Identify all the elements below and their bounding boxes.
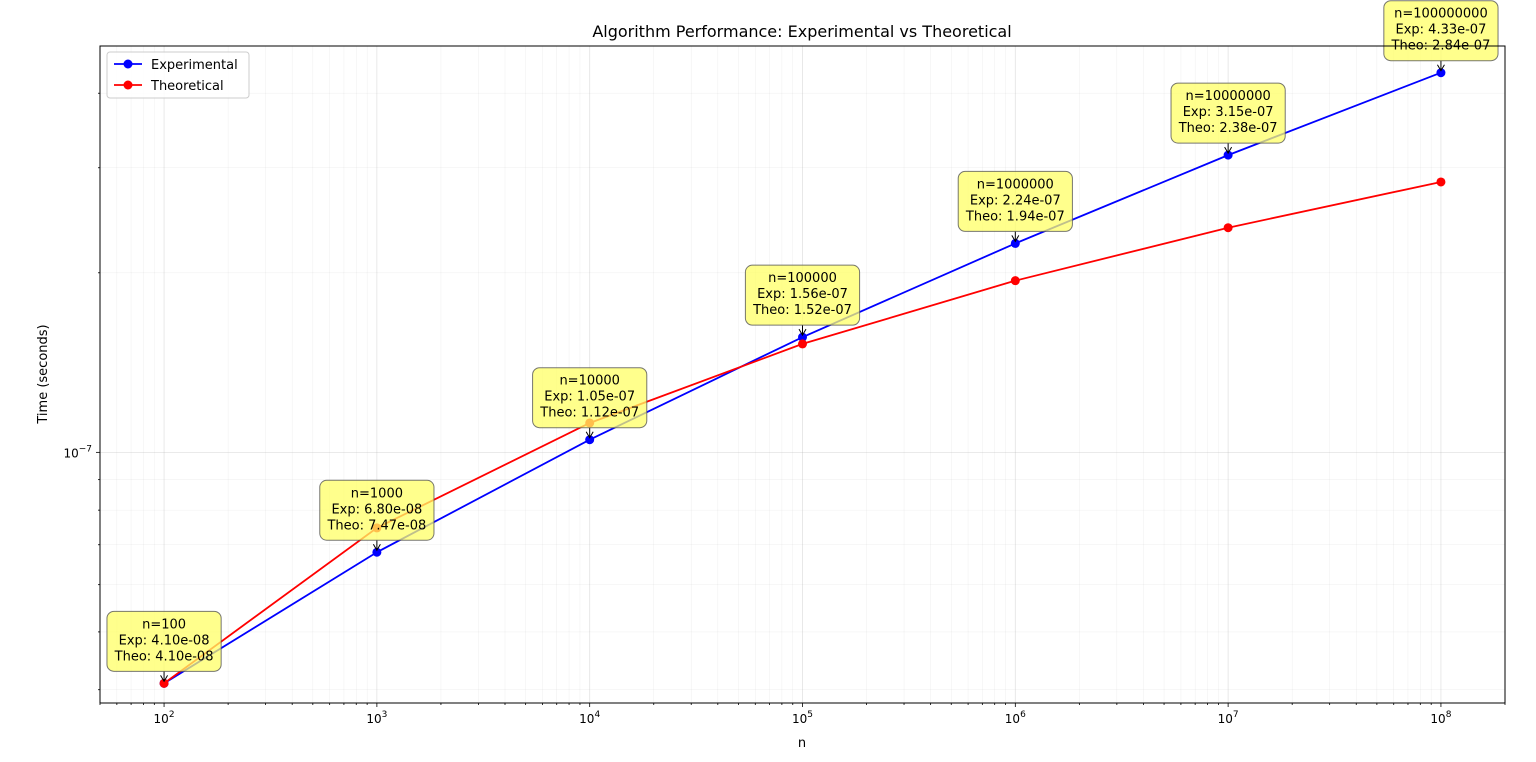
annotation-text: Theo: 1.12e-07 [539, 406, 639, 421]
legend-label: Experimental [151, 58, 238, 73]
annotation-text: n=100 [142, 617, 186, 632]
x-tick-label: 106 [1005, 710, 1026, 726]
data-point [1010, 238, 1020, 248]
annotation-arrowhead [585, 431, 594, 439]
annotation-text: Exp: 1.56e-07 [757, 287, 848, 302]
data-point [372, 547, 382, 557]
data-point [1223, 150, 1233, 160]
legend-label: Theoretical [150, 79, 224, 94]
data-point [159, 678, 169, 688]
annotation-text: n=10000 [559, 374, 620, 389]
data-point [798, 332, 807, 342]
annotation-text: Theo: 7.47e-08 [326, 518, 426, 533]
x-axis-label: n [798, 736, 806, 751]
legend-marker [123, 80, 133, 90]
grid [99, 46, 1506, 703]
legend: Experimental Theoretical [106, 51, 250, 99]
annotation-text: Theo: 4.10e-08 [114, 649, 214, 664]
annotation-text: Theo: 2.38e-07 [1178, 121, 1278, 136]
annotation-box [532, 367, 648, 429]
annotation-text: n=1000000 [977, 177, 1054, 192]
annotation-box [106, 610, 222, 672]
ticks: 102 103 104 105 106 107 108 10−7 [63, 92, 1506, 726]
annotation-text: Exp: 4.33e-07 [1396, 23, 1487, 38]
annotation-text: Exp: 1.05e-07 [544, 390, 635, 405]
annotation-arrowhead [1224, 146, 1233, 155]
legend-marker [123, 59, 133, 69]
annotation-box [319, 479, 435, 541]
legend-entry-theoretical: Theoretical [114, 79, 224, 94]
annotation-text: n=100000000 [1394, 7, 1488, 22]
annotation-text: Exp: 2.24e-07 [970, 193, 1061, 208]
y-axis-label: Time (seconds) [36, 324, 51, 424]
annotation-text: Exp: 6.80e-08 [331, 502, 422, 517]
annotation-arrowhead [160, 675, 168, 683]
annotation-text: Theo: 1.94e-07 [965, 209, 1065, 224]
annotation-box [957, 170, 1073, 232]
annotation-text: Exp: 3.15e-07 [1183, 105, 1274, 120]
annotation-text: n=10000000 [1185, 89, 1270, 104]
x-tick-label: 107 [1218, 710, 1239, 726]
data-point [1436, 177, 1446, 187]
legend-frame [106, 51, 250, 99]
x-tick-label: 105 [792, 710, 813, 726]
annotation-arrowhead [1437, 64, 1445, 72]
data-point [1223, 223, 1233, 233]
annotation-arrowhead [798, 328, 807, 337]
y-tick-label: 10−7 [63, 444, 92, 460]
legend-entry-experimental: Experimental [114, 58, 238, 73]
x-tick-label: 103 [366, 710, 387, 726]
annotation-arrowhead [372, 544, 381, 552]
annotation-box [744, 264, 861, 326]
data-point [585, 435, 595, 445]
annotation-text: n=1000 [351, 486, 403, 501]
x-tick-label: 108 [1430, 710, 1451, 726]
x-tick-label: 102 [154, 710, 175, 726]
annotation-text: n=100000 [768, 271, 837, 286]
data-point [1010, 276, 1020, 286]
annotation-box [1170, 82, 1286, 144]
annotation-text: Theo: 1.52e-07 [752, 303, 852, 318]
x-tick-label: 104 [579, 710, 600, 726]
data-point [1436, 68, 1446, 78]
chart-title: Algorithm Performance: Experimental vs T… [592, 22, 1011, 41]
annotation-text: Exp: 4.10e-08 [119, 633, 210, 648]
annotation-arrowhead [1011, 235, 1020, 243]
data-point [798, 339, 807, 349]
